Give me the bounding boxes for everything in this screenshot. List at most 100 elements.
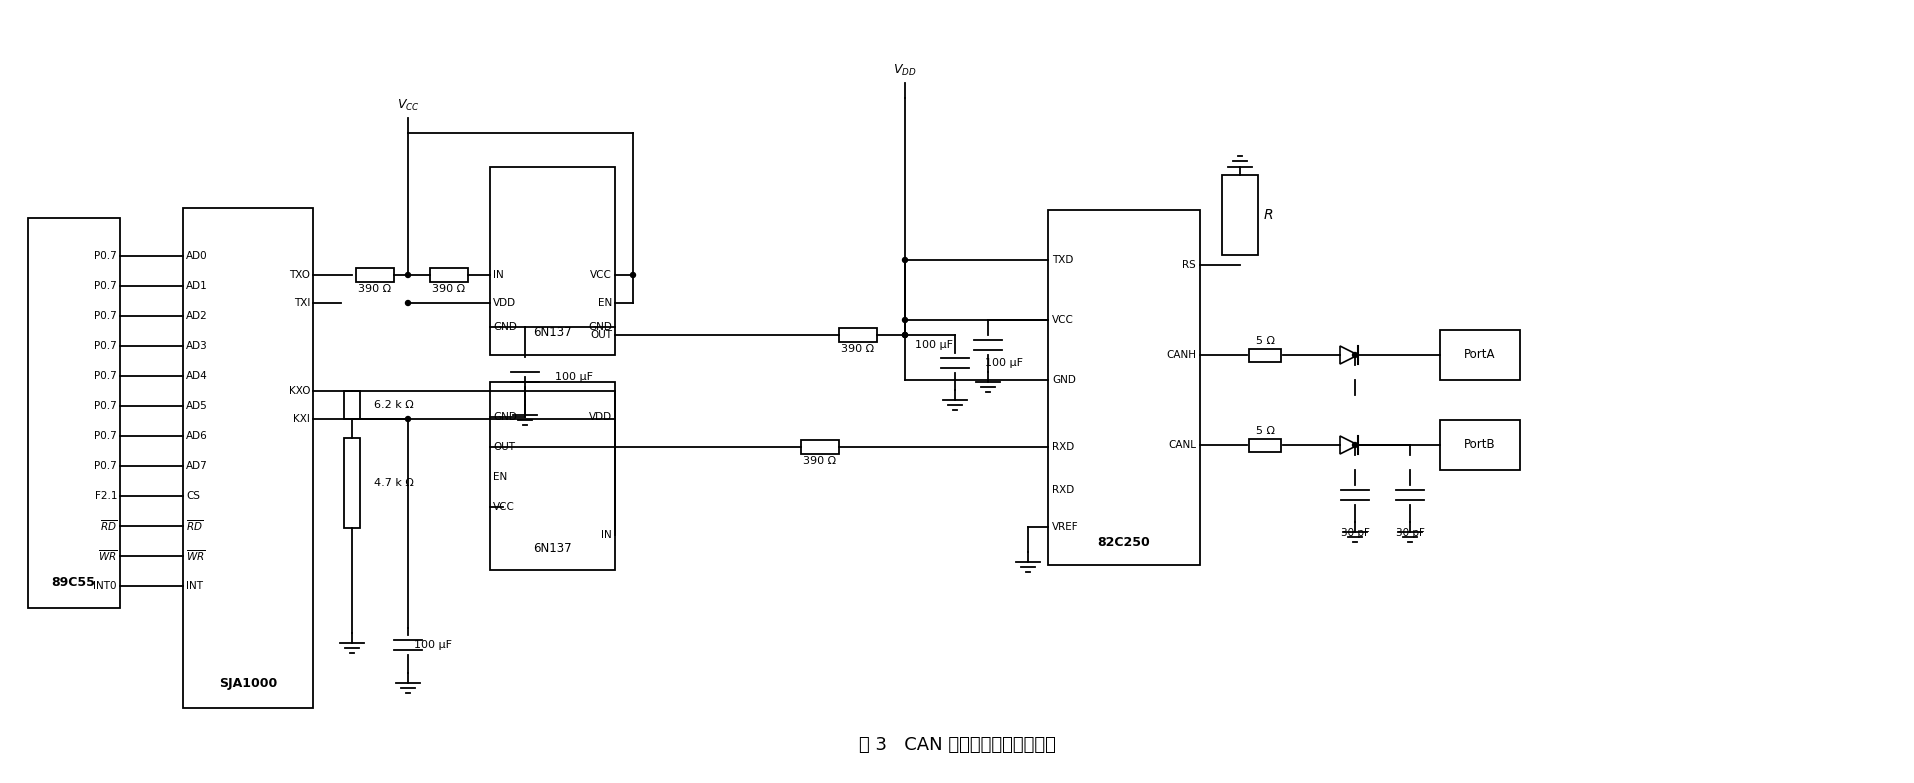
- Text: VREF: VREF: [1053, 522, 1079, 532]
- Text: 100 μF: 100 μF: [413, 640, 452, 650]
- Text: P0.7: P0.7: [94, 251, 117, 261]
- Circle shape: [1353, 442, 1357, 448]
- Circle shape: [406, 417, 410, 421]
- Text: 5 Ω: 5 Ω: [1256, 336, 1275, 346]
- Text: 30 pF: 30 pF: [1340, 528, 1369, 538]
- Circle shape: [1353, 352, 1357, 358]
- Text: P0.7: P0.7: [94, 431, 117, 441]
- Bar: [1049, 210, 1200, 565]
- Text: PortA: PortA: [1464, 348, 1495, 362]
- Text: AD0: AD0: [186, 251, 207, 261]
- Bar: [1250, 348, 1280, 362]
- Text: INT: INT: [186, 581, 203, 591]
- Bar: [1439, 420, 1520, 470]
- Bar: [345, 391, 360, 419]
- Text: P0.7: P0.7: [94, 401, 117, 411]
- Text: GND: GND: [588, 322, 612, 332]
- Text: F2.1: F2.1: [94, 491, 117, 501]
- Text: RS: RS: [1183, 260, 1196, 270]
- Bar: [1250, 438, 1280, 452]
- Circle shape: [903, 317, 907, 323]
- Bar: [1221, 175, 1257, 255]
- Text: AD5: AD5: [186, 401, 209, 411]
- Bar: [431, 268, 469, 282]
- Text: $V_{CC}$: $V_{CC}$: [396, 97, 419, 113]
- Text: RXD: RXD: [1053, 442, 1074, 452]
- Text: GND: GND: [494, 412, 517, 422]
- Text: 100 μF: 100 μF: [555, 372, 593, 382]
- Text: P0.7: P0.7: [94, 371, 117, 381]
- Circle shape: [630, 272, 635, 277]
- Circle shape: [406, 301, 410, 305]
- Text: VDD: VDD: [494, 298, 517, 308]
- Text: INT0: INT0: [94, 581, 117, 591]
- Bar: [490, 167, 614, 355]
- Circle shape: [903, 333, 907, 337]
- Text: AD3: AD3: [186, 341, 209, 351]
- Text: 5 Ω: 5 Ω: [1256, 426, 1275, 436]
- Text: AD7: AD7: [186, 461, 209, 471]
- Text: 390 Ω: 390 Ω: [804, 456, 836, 466]
- Text: PortB: PortB: [1464, 438, 1497, 452]
- Polygon shape: [1340, 346, 1359, 364]
- Text: P0.7: P0.7: [94, 341, 117, 351]
- Bar: [345, 438, 360, 528]
- Text: VDD: VDD: [590, 412, 612, 422]
- Text: OUT: OUT: [494, 442, 515, 452]
- Text: TXI: TXI: [293, 298, 310, 308]
- Text: RXD: RXD: [1053, 485, 1074, 495]
- Circle shape: [903, 333, 907, 337]
- Text: 82C250: 82C250: [1097, 536, 1150, 550]
- Text: 390 Ω: 390 Ω: [358, 284, 392, 294]
- Text: R: R: [1263, 208, 1273, 222]
- Text: CS: CS: [186, 491, 199, 501]
- Text: AD4: AD4: [186, 371, 209, 381]
- Text: VCC: VCC: [1053, 315, 1074, 325]
- Text: P0.7: P0.7: [94, 311, 117, 321]
- Text: OUT: OUT: [590, 330, 612, 340]
- Text: GND: GND: [494, 322, 517, 332]
- Text: CANH: CANH: [1166, 350, 1196, 360]
- Bar: [184, 208, 314, 708]
- Text: AD6: AD6: [186, 431, 209, 441]
- Text: $V_{DD}$: $V_{DD}$: [894, 63, 917, 78]
- Text: SJA1000: SJA1000: [218, 677, 278, 690]
- Text: P0.7: P0.7: [94, 281, 117, 291]
- Text: EN: EN: [597, 298, 612, 308]
- Text: 图 3   CAN 接口模块的硬件电路图: 图 3 CAN 接口模块的硬件电路图: [859, 736, 1055, 754]
- Bar: [356, 268, 394, 282]
- Bar: [490, 382, 614, 570]
- Bar: [838, 328, 877, 342]
- Text: 100 μF: 100 μF: [986, 358, 1022, 368]
- Text: $\overline{WR}$: $\overline{WR}$: [186, 549, 205, 563]
- Text: AD1: AD1: [186, 281, 209, 291]
- Text: 390 Ω: 390 Ω: [433, 284, 465, 294]
- Text: EN: EN: [494, 472, 507, 482]
- Text: P0.7: P0.7: [94, 461, 117, 471]
- Text: VCC: VCC: [590, 270, 612, 280]
- Text: 89C55: 89C55: [52, 576, 96, 590]
- Text: 6N137: 6N137: [532, 327, 570, 340]
- Text: 30 pF: 30 pF: [1395, 528, 1424, 538]
- Circle shape: [903, 258, 907, 262]
- Text: 6N137: 6N137: [532, 542, 570, 554]
- Bar: [800, 440, 838, 454]
- Text: 6.2 k Ω: 6.2 k Ω: [373, 400, 413, 410]
- Text: IN: IN: [601, 530, 612, 540]
- Text: GND: GND: [1053, 375, 1076, 385]
- Text: TXD: TXD: [1053, 255, 1074, 265]
- Text: 100 μF: 100 μF: [915, 340, 953, 350]
- Text: VCC: VCC: [494, 502, 515, 512]
- Text: TXO: TXO: [289, 270, 310, 280]
- Polygon shape: [1340, 436, 1359, 454]
- Text: CANL: CANL: [1168, 440, 1196, 450]
- Text: KXO: KXO: [289, 386, 310, 396]
- Text: $\overline{WR}$: $\overline{WR}$: [98, 549, 117, 563]
- Text: AD2: AD2: [186, 311, 209, 321]
- Text: 4.7 k Ω: 4.7 k Ω: [373, 478, 413, 488]
- Text: 390 Ω: 390 Ω: [842, 344, 875, 354]
- Text: $\overline{RD}$: $\overline{RD}$: [100, 518, 117, 533]
- Circle shape: [406, 272, 410, 277]
- Text: KXI: KXI: [293, 414, 310, 424]
- Text: IN: IN: [494, 270, 503, 280]
